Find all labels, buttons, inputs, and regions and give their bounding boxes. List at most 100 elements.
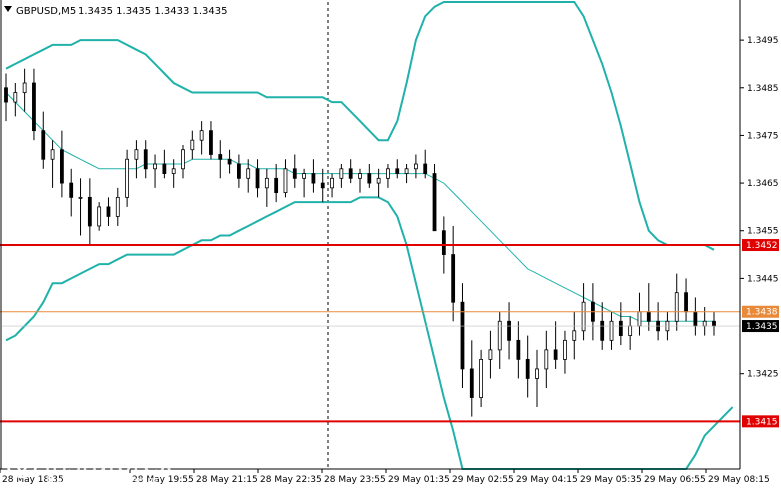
time-tick-label: 29 May 06:55 [644,475,706,485]
candle [535,349,539,408]
watermark-tagline: Instant Forex Trading [46,474,162,487]
price-tick-label: 1.3465 [747,179,779,189]
candle-body [330,177,334,189]
candle-body [143,149,148,170]
candle [320,168,325,203]
candle [162,149,167,179]
candle [246,159,251,193]
candle-body [413,163,418,170]
candle-body [423,163,428,174]
candle [143,140,148,179]
candle [153,154,157,188]
price-levels: 1.3452 1.3438 1.3415 1.3435 [0,239,779,428]
candle-body [497,320,502,351]
candle-body [32,82,36,132]
candle-body [209,130,213,155]
candle [395,159,400,179]
candle [404,164,409,184]
candle [330,173,334,198]
candle [97,202,102,231]
time-tick-label: 29 May 05:35 [580,475,642,485]
candle-body [13,92,18,103]
time-tick-label: 29 May 08:15 [708,475,770,485]
candle-body [535,368,539,379]
candle [78,178,83,236]
candle [367,164,372,188]
candle-body [246,168,251,179]
candle-body [190,139,195,151]
candle [227,149,232,174]
candle [106,197,111,226]
candle-body [348,168,353,179]
current-level-label: 1.3438 [746,308,778,318]
candle-body [367,173,372,184]
time-tick-label: 29 May 04:15 [516,475,578,485]
candle-body [572,330,577,341]
candle-body [525,358,530,379]
candle-body [255,168,260,189]
candle [283,159,288,198]
collapse-triangle-icon[interactable] [4,6,12,12]
candle [292,154,297,188]
support-level-tag [742,415,779,428]
candle [572,311,577,360]
candle [69,168,74,217]
support-level-label: 1.3415 [746,417,778,427]
candle [432,164,437,232]
candle-body [4,87,8,103]
candle-body [460,301,465,370]
candle [22,68,27,112]
watermark-brand: instaforex [44,449,173,479]
time-tick-label: 29 May 02:55 [452,475,514,485]
time-tick-label: 29 May 01:35 [388,475,450,485]
candle-body [218,154,223,160]
candle [236,154,241,188]
axes [0,0,741,470]
candle-body [358,173,362,179]
candle-body [451,254,456,303]
candle-body [162,163,167,174]
candle-body [563,339,567,360]
candle [469,340,474,417]
time-tick-label: 28 May 23:55 [324,475,386,485]
candle [413,154,418,179]
candle [358,168,362,193]
candle [460,283,465,388]
candle-body [553,349,558,360]
candle [134,140,139,179]
candle-body [236,163,241,179]
candle-body [674,292,679,322]
candle-body [199,130,204,141]
candle-body [516,339,521,360]
candle-body [78,196,83,199]
price-tick-label: 1.3445 [747,274,779,284]
candle-body [432,173,437,232]
candle [264,168,269,207]
candle [32,68,36,141]
price-tick-label: 1.3485 [747,84,779,94]
candle [302,168,307,198]
candle-body [59,149,64,184]
candle [59,130,64,198]
candle [544,330,549,388]
time-tick-label: 28 May 19:55 [132,475,194,485]
last-price-tag [742,320,779,333]
candle-body [283,168,288,194]
current-level-tag [742,305,779,318]
candle-body [637,311,642,327]
candles [4,68,716,417]
candle-body [227,158,232,165]
candle-body [264,177,269,189]
price-axis-ticks: 1.3495 1.3485 1.3475 1.3465 1.3455 1.3445 1.34… [740,36,779,380]
candle [488,330,493,379]
candle-body [684,292,688,313]
candle [451,225,456,322]
candle-body [125,158,130,198]
candle-body [153,163,157,170]
candle-body [302,173,307,179]
candle [171,159,176,188]
candle-body [618,320,623,336]
resistance-level-tag [742,239,779,252]
candle [553,321,558,369]
